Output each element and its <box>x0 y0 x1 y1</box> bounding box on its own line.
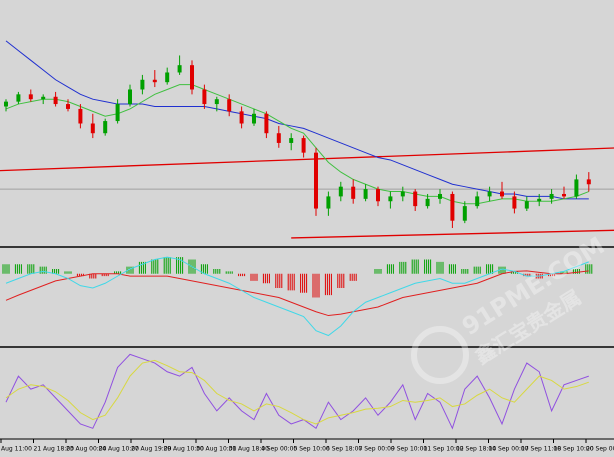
trend-line <box>0 147 614 172</box>
x-tick-label: 9 Sep 10:00 <box>391 446 427 453</box>
candle-body <box>190 65 194 90</box>
candle-body <box>425 198 430 207</box>
candle-body <box>227 99 232 112</box>
candle-body <box>66 104 70 109</box>
x-tick-label: 18 Sep 10:00 <box>554 446 594 453</box>
x-tick-label: 30 Aug 10:00 <box>196 446 237 453</box>
candle-body <box>376 189 380 202</box>
candle-body <box>562 193 566 197</box>
indicator-line <box>5 359 589 425</box>
candle-body <box>549 193 554 199</box>
candle-body <box>276 133 281 143</box>
candle-body <box>140 79 145 90</box>
x-tick-label: 12 Sep 18:00 <box>456 446 496 453</box>
indicator-line <box>5 40 589 200</box>
x-tick-label: 29 Aug 10:00 <box>164 446 205 453</box>
x-tick-label: 4 Sep 00:00 <box>261 446 297 453</box>
watermark-logo <box>411 326 469 384</box>
x-tick-label: 21 Aug 18:00 <box>34 446 75 453</box>
candle-body <box>264 113 269 134</box>
candle-body <box>16 94 21 102</box>
candle-body <box>338 186 343 197</box>
candle-body <box>28 94 33 100</box>
candle-body <box>314 152 318 209</box>
candle-body <box>537 198 542 202</box>
candle-body <box>413 191 418 207</box>
x-tick-label: 31 Aug 18:00 <box>229 446 270 453</box>
candle-body <box>90 123 95 134</box>
x-tick-label: 11 Sep 10:00 <box>424 446 464 453</box>
x-tick-label: 23 Aug 00:00 <box>66 446 107 453</box>
candle-body <box>500 191 504 197</box>
candle-body <box>103 121 108 134</box>
candle-body <box>524 201 529 209</box>
x-tick-label: 27 Aug 19:00 <box>131 446 172 453</box>
candle-body <box>165 72 170 83</box>
candle-body <box>41 96 46 100</box>
candle-body <box>177 65 182 73</box>
indicator-line <box>5 256 589 337</box>
candle-body <box>326 196 331 209</box>
candle-body <box>128 89 132 105</box>
candle-body <box>438 193 442 199</box>
x-tick-label: Aug 11:00 <box>1 446 32 453</box>
candle-body <box>115 104 120 122</box>
x-tick-label: 17 Sep 11:00 <box>521 446 561 453</box>
indicator-line <box>5 270 589 317</box>
candle-body <box>152 79 157 83</box>
candle-body <box>586 179 591 185</box>
x-tick-label: 5 Sep 10:00 <box>294 446 330 453</box>
indicator-line <box>5 84 589 205</box>
candle-body <box>363 189 368 199</box>
candle-body <box>475 196 480 207</box>
candle-body <box>351 186 356 199</box>
x-tick-label: 14 Sep 00:00 <box>489 446 529 453</box>
candle-body <box>574 179 579 197</box>
candle-body <box>301 138 306 153</box>
x-tick-label: 7 Sep 00:00 <box>359 446 395 453</box>
indicator-line <box>5 353 589 430</box>
candle-body <box>214 99 219 105</box>
candle-body <box>252 113 256 124</box>
candle-body <box>462 206 467 221</box>
candle-body <box>4 101 8 107</box>
trend-line <box>291 229 614 239</box>
x-tick-label: 20 Sep 00:00 <box>586 446 614 453</box>
candle-body <box>78 108 83 124</box>
candle-body <box>512 196 517 209</box>
candle-body <box>487 191 492 197</box>
candle-body <box>289 138 294 143</box>
x-tick-label: 24 Aug 10:00 <box>99 446 140 453</box>
candle-body <box>450 193 455 221</box>
candle-body <box>53 96 58 105</box>
x-tick-label: 6 Sep 18:00 <box>326 446 362 453</box>
candle-body <box>400 191 405 197</box>
candle-body <box>202 89 207 105</box>
candle-body <box>239 111 244 124</box>
candle-body <box>388 196 393 202</box>
